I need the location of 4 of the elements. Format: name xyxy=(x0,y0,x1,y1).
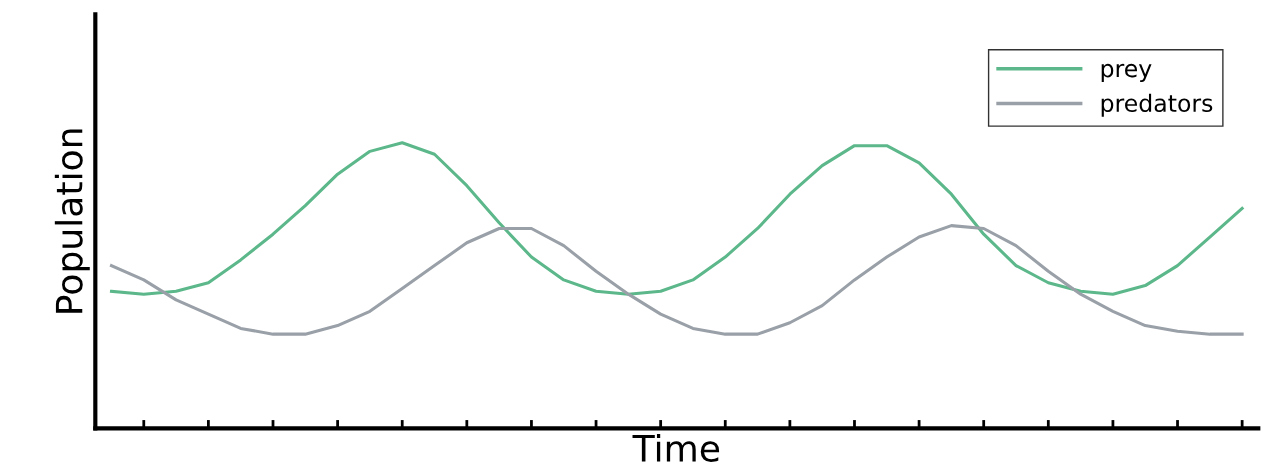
x-axis-title: Time xyxy=(632,433,720,462)
legend-label: prey xyxy=(1101,63,1152,82)
y-axis-title: Population xyxy=(54,129,90,313)
legend-label: predators xyxy=(1101,93,1213,117)
